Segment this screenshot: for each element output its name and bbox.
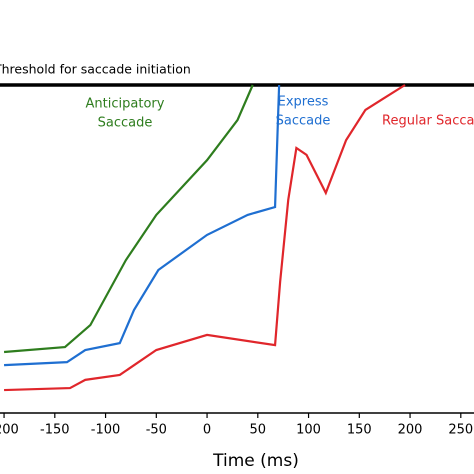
x-axis-label: Time (ms) bbox=[212, 451, 299, 471]
line-series bbox=[4, 84, 281, 367]
x-tick-label: 250 bbox=[448, 423, 473, 438]
x-tick-label: 50 bbox=[250, 423, 267, 438]
x-tick-label: -200 bbox=[0, 423, 19, 438]
x-tick-label: 200 bbox=[398, 423, 423, 438]
annotation: Anticipatory bbox=[86, 97, 165, 112]
annotation: Saccade bbox=[276, 114, 331, 129]
line-series bbox=[4, 84, 406, 392]
x-tick-label: -150 bbox=[40, 423, 70, 438]
annotation: Express bbox=[278, 95, 329, 110]
threshold-label: Threshold for saccade initiation bbox=[0, 62, 191, 77]
x-tick-label: -50 bbox=[146, 423, 167, 438]
x-tick-label: 150 bbox=[347, 423, 372, 438]
x-tick-label: 100 bbox=[296, 423, 321, 438]
line-series bbox=[3, 84, 254, 354]
x-tick-label: 0 bbox=[203, 423, 211, 438]
annotation: Saccade bbox=[98, 116, 153, 131]
annotation: Regular Saccade bbox=[382, 114, 474, 129]
x-tick-label: -100 bbox=[91, 423, 121, 438]
